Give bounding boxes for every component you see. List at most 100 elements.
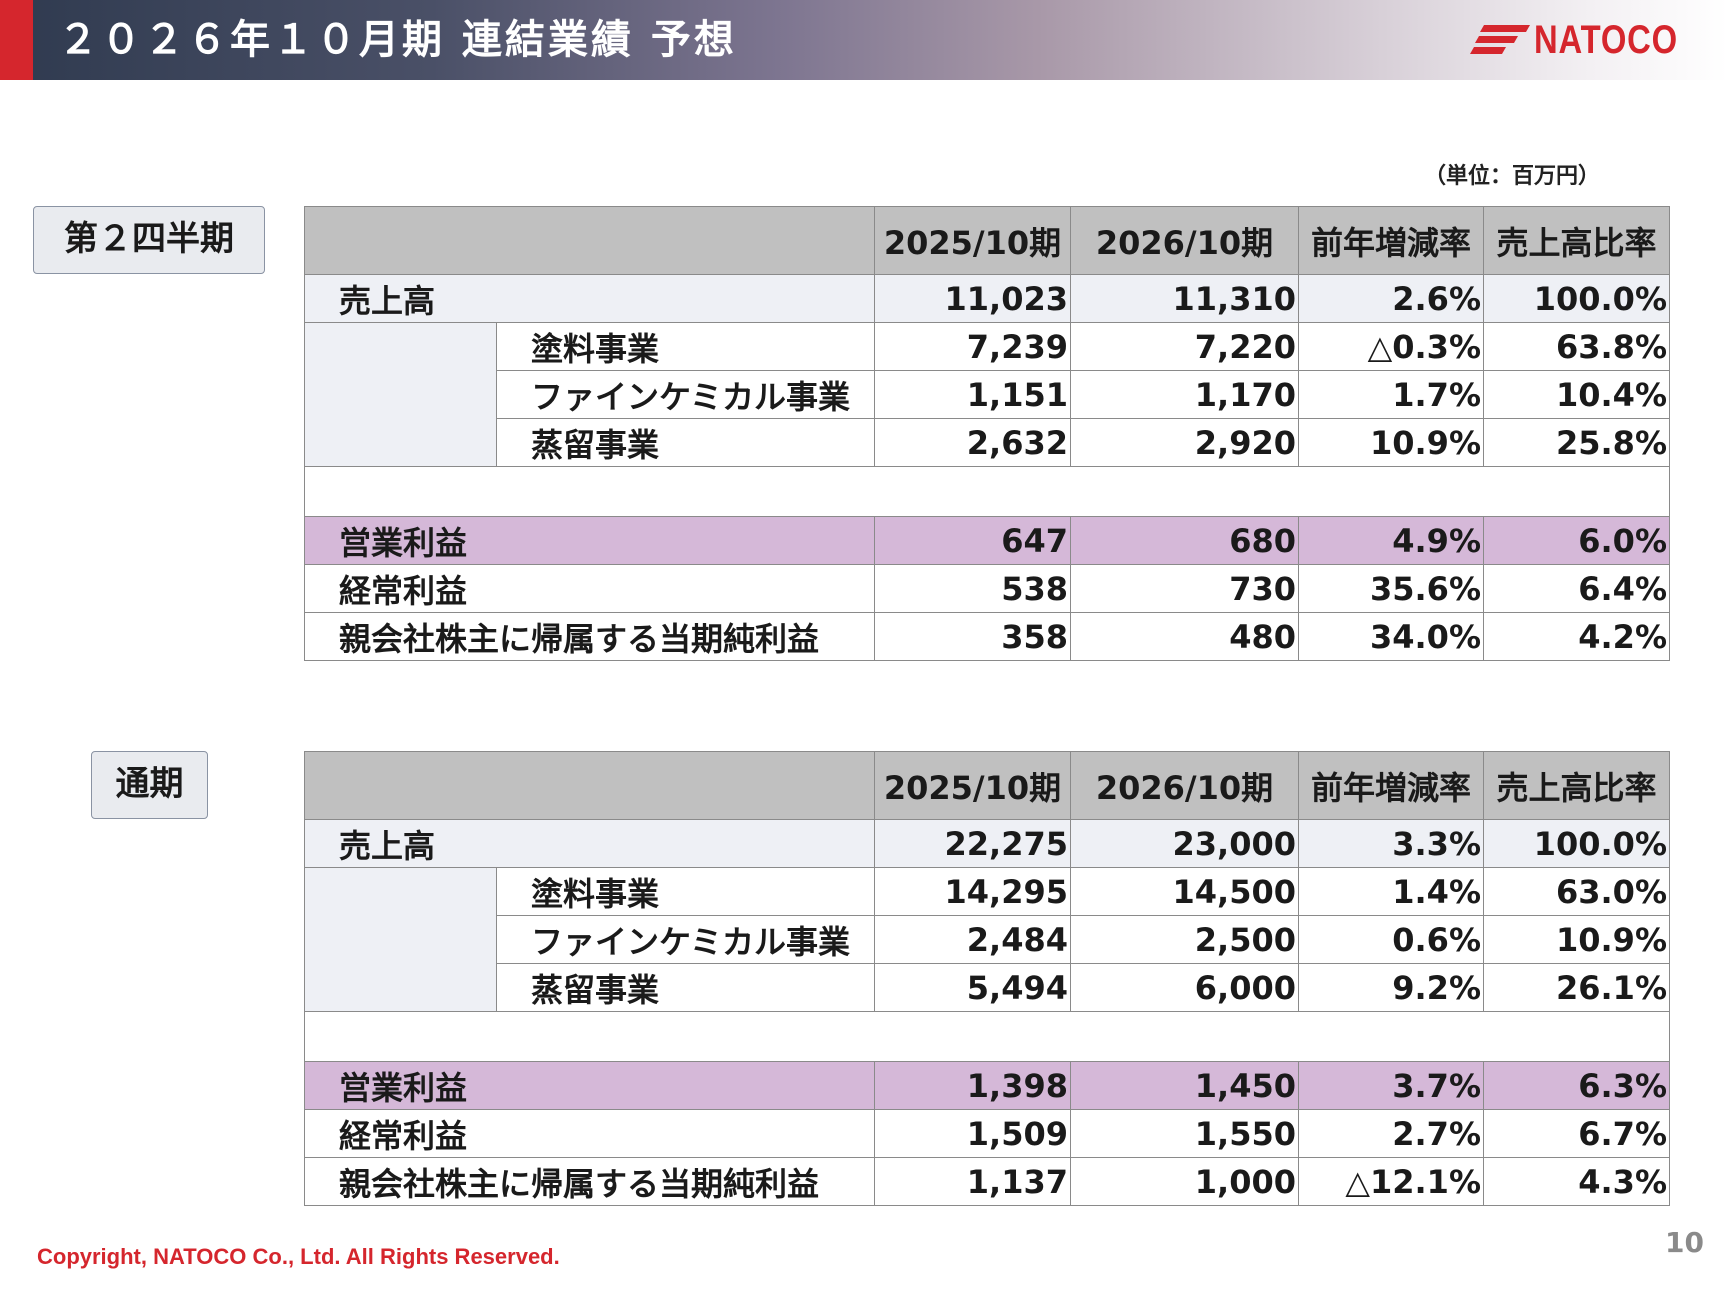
table-row-operating-profit: 営業利益 1,398 1,450 3.7% 6.3%: [304, 1061, 1670, 1110]
cell-value: 358: [874, 612, 1071, 661]
section-label-fullyear: 通期: [91, 751, 208, 819]
cell-value: 100.0%: [1483, 274, 1670, 323]
cell-value: 10.9%: [1298, 418, 1484, 467]
header-cell-blank: [304, 751, 875, 820]
logo-text: NATOCO: [1534, 17, 1679, 62]
financial-table-q2: 2025/10期 2026/10期 前年増減率 売上高比率 売上高 11,023…: [304, 206, 1670, 661]
cell-value: 2.6%: [1298, 274, 1484, 323]
cell-value: 1,450: [1070, 1061, 1299, 1110]
table-header-row: 2025/10期 2026/10期 前年増減率 売上高比率: [304, 206, 1670, 275]
spacer-cell: [304, 466, 1670, 517]
header-cell-yoy: 前年増減率: [1298, 751, 1484, 820]
cell-value: △12.1%: [1298, 1157, 1484, 1206]
row-label: 経常利益: [304, 564, 875, 613]
table-row-segment: 蒸留事業 2,632 2,920 10.9% 25.8%: [305, 418, 1670, 467]
table-row-segment: 塗料事業 14,295 14,500 1.4% 63.0%: [304, 867, 1670, 1012]
natoco-logo: NATOCO: [1470, 18, 1710, 62]
table-row-segment: ファインケミカル事業 1,151 1,170 1.7% 10.4%: [305, 370, 1670, 419]
financial-table-fullyear: 2025/10期 2026/10期 前年増減率 売上高比率 売上高 22,275…: [304, 751, 1670, 1206]
cell-value: 11,023: [874, 274, 1071, 323]
cell-value: 63.8%: [1483, 322, 1670, 371]
cell-value: 6.4%: [1483, 564, 1670, 613]
section-label-q2: 第２四半期: [33, 206, 265, 274]
table-row-net-income: 親会社株主に帰属する当期純利益 358 480 34.0% 4.2%: [304, 612, 1670, 661]
cell-value: 22,275: [874, 819, 1071, 868]
copyright-footer: Copyright, NATOCO Co., Ltd. All Rights R…: [37, 1244, 560, 1269]
cell-value: 2.7%: [1298, 1109, 1484, 1158]
table-row-spacer: [304, 466, 1670, 517]
cell-value: 1,137: [874, 1157, 1071, 1206]
cell-value: 1,509: [874, 1109, 1071, 1158]
header-accent-stripe: [0, 0, 33, 80]
cell-value: 14,295: [874, 867, 1071, 916]
row-label: 蒸留事業: [496, 963, 875, 1012]
table-row-ordinary-profit: 経常利益 1,509 1,550 2.7% 6.7%: [304, 1109, 1670, 1158]
cell-value: 680: [1070, 516, 1299, 565]
cell-value: 4.9%: [1298, 516, 1484, 565]
row-label: 売上高: [304, 819, 875, 868]
table-row-segment: 塗料事業 7,239 7,220 △0.3% 63.8%: [304, 322, 1670, 467]
table-row-ordinary-profit: 経常利益 538 730 35.6% 6.4%: [304, 564, 1670, 613]
row-label: 親会社株主に帰属する当期純利益: [304, 612, 875, 661]
cell-value: 538: [874, 564, 1071, 613]
cell-value: 1.7%: [1298, 370, 1484, 419]
cell-value: 23,000: [1070, 819, 1299, 868]
page-title: ２０２６年１０月期 連結業績 予想: [58, 17, 737, 63]
cell-value: 2,484: [874, 915, 1071, 964]
header-cell-sales-ratio: 売上高比率: [1483, 751, 1670, 820]
cell-value: 10.9%: [1483, 915, 1670, 964]
cell-value: 1,151: [874, 370, 1071, 419]
unit-note: （単位：百万円）: [1423, 164, 1600, 189]
row-label: ファインケミカル事業: [496, 370, 875, 419]
cell-value: 25.8%: [1483, 418, 1670, 467]
cell-value: 100.0%: [1483, 819, 1670, 868]
cell-value: 2,920: [1070, 418, 1299, 467]
header-cell-blank: [304, 206, 875, 275]
cell-value: △0.3%: [1298, 322, 1484, 371]
cell-value: 7,239: [874, 322, 1071, 371]
header-cell-yoy: 前年増減率: [1298, 206, 1484, 275]
cell-value: 1,170: [1070, 370, 1299, 419]
cell-value: 4.3%: [1483, 1157, 1670, 1206]
page-number: 10: [1665, 1226, 1704, 1259]
row-label: 経常利益: [304, 1109, 875, 1158]
header-cell-sales-ratio: 売上高比率: [1483, 206, 1670, 275]
row-label: 蒸留事業: [496, 418, 875, 467]
header-bar: ２０２６年１０月期 連結業績 予想 NATOCO: [0, 0, 1728, 80]
spacer-cell: [304, 1011, 1670, 1062]
cell-value: 1.4%: [1298, 867, 1484, 916]
table-header-row: 2025/10期 2026/10期 前年増減率 売上高比率: [304, 751, 1670, 820]
cell-value: 2,632: [874, 418, 1071, 467]
cell-value: 0.6%: [1298, 915, 1484, 964]
header-cell-fy2026: 2026/10期: [1070, 751, 1299, 820]
table-row-segment: ファインケミカル事業 2,484 2,500 0.6% 10.9%: [305, 915, 1670, 964]
cell-value: 647: [874, 516, 1071, 565]
row-label: 親会社株主に帰属する当期純利益: [304, 1157, 875, 1206]
cell-value: 26.1%: [1483, 963, 1670, 1012]
cell-value: 3.7%: [1298, 1061, 1484, 1110]
header-cell-fy2025: 2025/10期: [874, 206, 1071, 275]
indent-block: [304, 322, 497, 467]
cell-value: 1,550: [1070, 1109, 1299, 1158]
natoco-logo-mark-icon: [1470, 25, 1531, 54]
cell-value: 6,000: [1070, 963, 1299, 1012]
table-row-operating-profit: 営業利益 647 680 4.9% 6.0%: [304, 516, 1670, 565]
cell-value: 5,494: [874, 963, 1071, 1012]
table-row-spacer: [304, 1011, 1670, 1062]
cell-value: 34.0%: [1298, 612, 1484, 661]
cell-value: 1,398: [874, 1061, 1071, 1110]
header-cell-fy2026: 2026/10期: [1070, 206, 1299, 275]
cell-value: 1,000: [1070, 1157, 1299, 1206]
cell-value: 11,310: [1070, 274, 1299, 323]
table-row-sales: 売上高 22,275 23,000 3.3% 100.0%: [304, 819, 1670, 868]
cell-value: 6.7%: [1483, 1109, 1670, 1158]
cell-value: 9.2%: [1298, 963, 1484, 1012]
cell-value: 10.4%: [1483, 370, 1670, 419]
row-label: ファインケミカル事業: [496, 915, 875, 964]
cell-value: 6.3%: [1483, 1061, 1670, 1110]
row-label: 売上高: [304, 274, 875, 323]
header-cell-fy2025: 2025/10期: [874, 751, 1071, 820]
cell-value: 7,220: [1070, 322, 1299, 371]
cell-value: 3.3%: [1298, 819, 1484, 868]
cell-value: 730: [1070, 564, 1299, 613]
